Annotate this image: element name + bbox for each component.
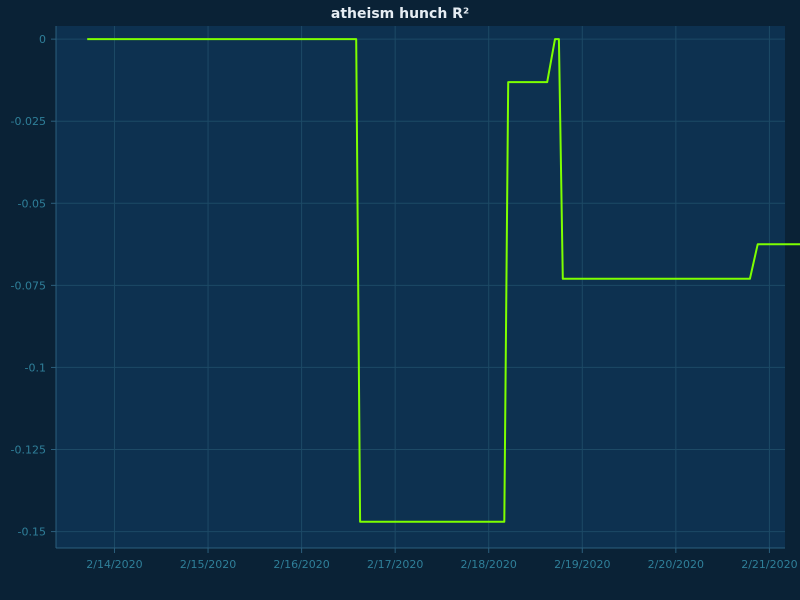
x-tick-label: 2/17/2020 [367,558,423,571]
x-tick-label: 2/21/2020 [741,558,797,571]
x-tick-label: 2/20/2020 [648,558,704,571]
y-tick-label: 0 [39,33,46,46]
x-tick-label: 2/16/2020 [273,558,329,571]
grid-lines [56,26,785,548]
series-layer [87,38,800,523]
chart-title: atheism hunch R² [331,6,469,22]
y-tick-label: -0.025 [11,115,46,128]
x-tick-label: 2/18/2020 [461,558,517,571]
axes [51,26,785,553]
tick-labels: 0 -0.025 -0.05 -0.075 -0.1 -0.125 -0.15 2/14/20… [11,33,798,571]
y-tick-label: -0.05 [18,197,46,210]
plot-area [56,26,785,548]
series-line [87,38,800,523]
y-tick-label: -0.075 [11,279,46,292]
y-tick-label: -0.15 [18,526,46,539]
x-tick-label: 2/19/2020 [554,558,610,571]
x-tick-label: 2/15/2020 [180,558,236,571]
y-tick-label: -0.1 [25,361,46,374]
y-tick-label: -0.125 [11,444,46,457]
x-tick-label: 2/14/2020 [86,558,142,571]
